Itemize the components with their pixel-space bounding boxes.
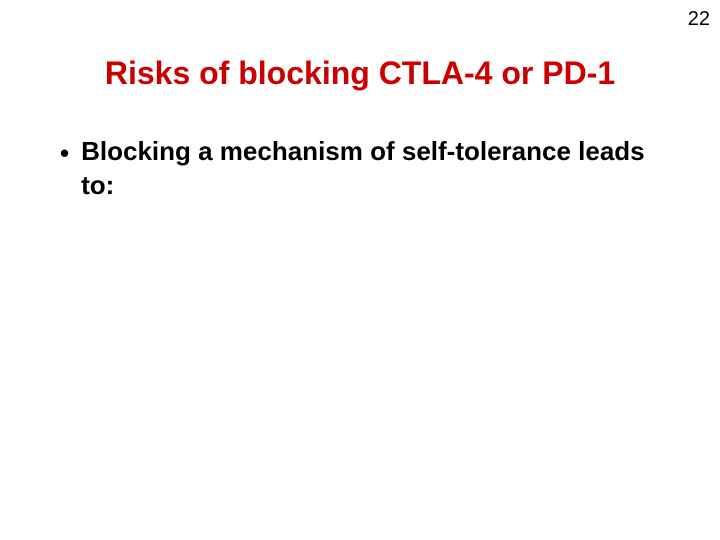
page-number: 22 xyxy=(688,8,710,31)
bullet-marker: • xyxy=(60,137,69,171)
bullet-item: • Blocking a mechanism of self-tolerance… xyxy=(60,135,660,203)
bullet-text: Blocking a mechanism of self-tolerance l… xyxy=(81,135,660,203)
slide-title: Risks of blocking CTLA-4 or PD-1 xyxy=(0,55,720,92)
